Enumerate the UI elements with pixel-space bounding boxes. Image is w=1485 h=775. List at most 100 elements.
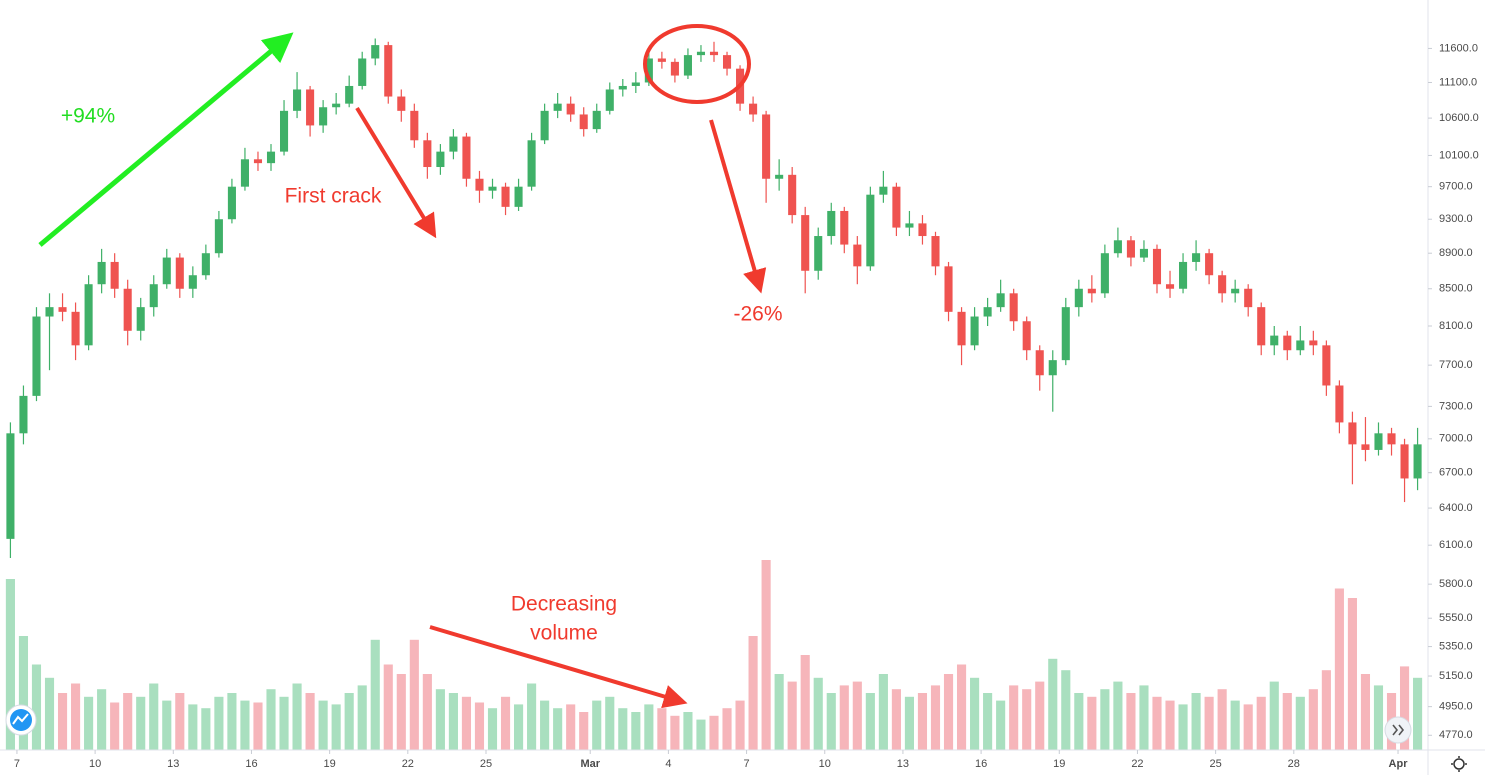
- volume-bar: [787, 681, 797, 750]
- volume-bar: [1035, 681, 1045, 750]
- volume-bar: [1152, 696, 1162, 750]
- volume-bar: [996, 700, 1006, 750]
- candle-body: [436, 151, 445, 168]
- volume-bar: [1178, 704, 1188, 750]
- candle-body: [879, 186, 888, 195]
- candle-body: [201, 253, 210, 276]
- volume-bar: [487, 708, 498, 750]
- candle-body: [371, 45, 380, 59]
- candle-body: [214, 219, 223, 254]
- candle-body: [970, 316, 979, 346]
- candle-body: [1152, 248, 1162, 285]
- volume-bar: [266, 689, 276, 750]
- candle-body: [501, 186, 510, 207]
- settings-button[interactable]: [1451, 756, 1467, 772]
- candle-body: [449, 136, 458, 152]
- volume-bar: [474, 702, 485, 750]
- volume-bar: [1191, 693, 1201, 750]
- volume-bar: [136, 696, 146, 750]
- candle-body: [253, 159, 263, 164]
- volume-bar: [735, 700, 745, 750]
- volume-bar: [657, 708, 667, 750]
- y-tick-label: 8500.0: [1439, 283, 1473, 295]
- volume-bar: [1360, 674, 1371, 750]
- y-tick-label: 10100.0: [1439, 149, 1479, 161]
- candle-body: [931, 236, 940, 267]
- candle-body: [1335, 385, 1344, 423]
- scroll-button[interactable]: [1384, 716, 1412, 744]
- volume-bar: [722, 708, 732, 750]
- volume-bar: [318, 700, 328, 750]
- candle-body: [6, 433, 15, 539]
- volume-bar: [201, 708, 211, 750]
- candle-body: [1035, 350, 1044, 376]
- volume-bar: [448, 693, 458, 750]
- candle-body: [162, 257, 171, 285]
- volume-bar: [579, 712, 589, 750]
- candle-body: [110, 261, 119, 289]
- volume-bar: [1022, 689, 1032, 750]
- candle-body: [683, 55, 692, 76]
- candle-body: [618, 85, 627, 90]
- x-tick-label: Apr: [1389, 758, 1409, 770]
- candle-body: [840, 210, 849, 245]
- candle-body: [1126, 240, 1135, 258]
- candle-body: [866, 194, 875, 267]
- candle-body: [149, 284, 158, 308]
- volume-bar: [878, 674, 888, 750]
- volume-bar: [1048, 658, 1058, 750]
- candle-body: [1296, 340, 1305, 351]
- y-tick-label: 8100.0: [1439, 320, 1473, 332]
- volume-bar: [553, 708, 563, 750]
- annotation: volume: [530, 622, 598, 645]
- x-tick-label: 19: [324, 758, 336, 770]
- candle-body: [410, 110, 419, 141]
- candle-body: [136, 307, 145, 331]
- volume-bar: [44, 677, 55, 750]
- volume-bar: [500, 696, 511, 750]
- y-tick-label: 4950.0: [1439, 701, 1473, 713]
- candle-body: [397, 96, 406, 111]
- candle-body: [827, 210, 836, 237]
- y-tick-label: 5150.0: [1439, 670, 1473, 682]
- candle-body: [1074, 288, 1083, 308]
- volume-bar: [696, 719, 706, 750]
- volume-bar: [31, 664, 42, 750]
- candle-body: [1361, 444, 1370, 450]
- x-tick-label: 10: [89, 758, 101, 770]
- candle-layer: [6, 38, 1422, 558]
- volume-bar: [175, 693, 185, 750]
- candle-body: [1048, 360, 1057, 376]
- volume-bar: [527, 683, 537, 750]
- volume-bar: [839, 685, 849, 750]
- candle-body: [1087, 288, 1096, 294]
- volume-bar: [644, 704, 654, 750]
- candle-body: [905, 223, 914, 228]
- candle-body: [918, 223, 927, 237]
- candle-body: [97, 261, 106, 285]
- volume-bar: [956, 664, 967, 750]
- candle-body: [1218, 275, 1227, 294]
- y-tick-label: 4770.0: [1439, 729, 1473, 741]
- candle-body: [188, 275, 197, 289]
- candle-body: [1257, 307, 1266, 346]
- candle-body: [19, 395, 28, 434]
- logo-button[interactable]: [5, 704, 37, 736]
- volume-bar: [149, 683, 159, 750]
- y-tick-label: 6700.0: [1439, 467, 1473, 479]
- y-tick-label: 6100.0: [1439, 539, 1473, 551]
- candle-body: [279, 110, 289, 152]
- volume-bar: [57, 693, 68, 750]
- volume-bar: [1347, 598, 1357, 750]
- candle-body: [1348, 422, 1357, 445]
- candle-body: [1400, 444, 1409, 479]
- volume-bar: [1204, 696, 1214, 750]
- x-tick-label: 10: [819, 758, 831, 770]
- volume-bar: [97, 689, 107, 750]
- volume-bar: [605, 696, 615, 750]
- annotation: +94%: [61, 105, 115, 128]
- x-tick-label: 25: [1209, 758, 1221, 770]
- candle-body: [592, 110, 601, 130]
- volume-bar: [631, 712, 641, 750]
